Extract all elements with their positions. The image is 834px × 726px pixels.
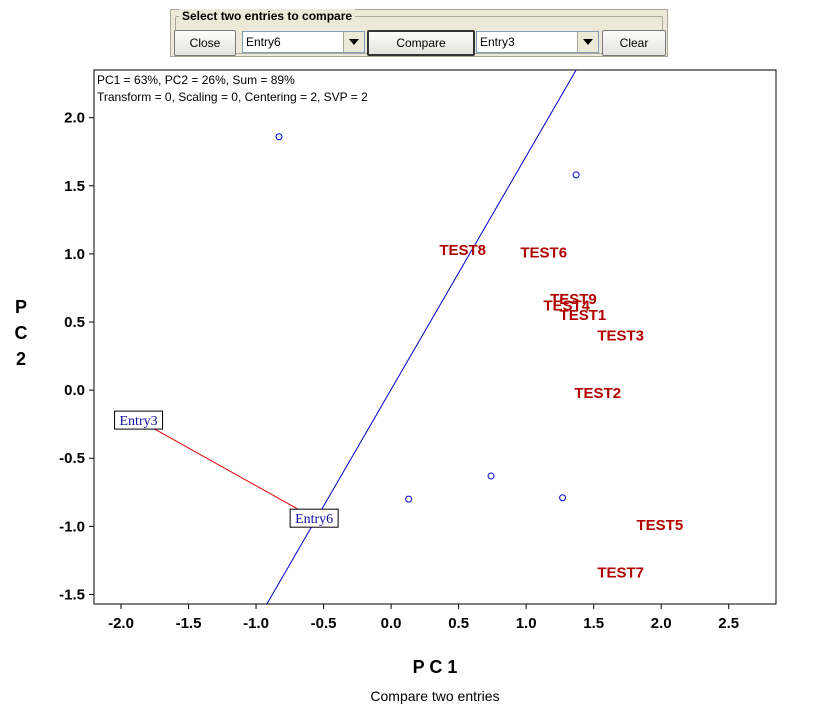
entry-label-box — [289, 508, 339, 528]
compare-toolbar: Select two entries to compare Close Entr… — [170, 9, 668, 57]
x-tick-label: -1.0 — [243, 615, 269, 632]
entry-b-select[interactable]: Entry3 — [476, 31, 599, 53]
test-label: TEST5 — [637, 517, 684, 534]
points-layer — [275, 133, 580, 503]
entry-a-select[interactable]: Entry6 — [242, 31, 365, 53]
x-tick-label: 0.5 — [448, 615, 469, 632]
y-tick-label: -0.5 — [59, 450, 85, 467]
test-label: TEST2 — [574, 385, 621, 402]
y-tick-label: -1.5 — [59, 586, 85, 603]
clear-button[interactable]: Clear — [602, 30, 666, 56]
y-tick-label: -1.0 — [59, 518, 85, 535]
y-tick-label: 1.5 — [64, 178, 85, 195]
entry-label: Entry6 — [295, 512, 333, 527]
ticks-layer: -2.0 -1.5 -1.0 -0.5 0.0 0.5 1.0 1.5 2.0 2.5 2.0 1.5… — [59, 110, 739, 632]
y-tick-label: 0.5 — [64, 314, 85, 331]
entry-a-value: Entry6 — [246, 35, 281, 49]
group-label: Select two entries to compare — [179, 9, 356, 23]
info-line-1: PC1 = 63%, PC2 = 26%, Sum = 89% — [97, 73, 295, 87]
chevron-down-icon[interactable] — [577, 32, 598, 52]
x-tick-label: 0.0 — [381, 615, 402, 632]
y-axis-label-part: 2 — [16, 349, 26, 369]
x-tick-label: -1.5 — [176, 615, 202, 632]
y-axis-label-part: C — [15, 323, 28, 343]
y-tick-label: 2.0 — [64, 110, 85, 127]
y-tick-label: 1.0 — [64, 246, 85, 263]
chevron-down-icon[interactable] — [343, 32, 364, 52]
x-tick-label: 2.5 — [718, 615, 739, 632]
x-tick-label: 1.5 — [583, 615, 604, 632]
entry-point — [275, 133, 283, 141]
test-label: TEST4 — [543, 298, 590, 315]
y-axis-label-part: P — [15, 297, 27, 317]
test-label: TEST3 — [597, 328, 644, 345]
entry-point — [405, 495, 413, 503]
compare-button[interactable]: Compare — [367, 30, 475, 56]
entry-b-value: Entry3 — [480, 35, 515, 49]
close-button[interactable]: Close — [174, 30, 236, 56]
plot-frame — [93, 69, 777, 605]
x-tick-label: -0.5 — [311, 615, 337, 632]
test-label: TEST1 — [560, 307, 607, 324]
chart-caption: Compare two entries — [370, 688, 499, 704]
test-label: TEST7 — [597, 565, 644, 582]
entry-label: Entry3 — [120, 414, 158, 429]
test-label: TEST9 — [550, 291, 597, 308]
entry-label-box — [114, 410, 164, 430]
test-label: TEST8 — [439, 242, 486, 259]
x-tick-label: 2.0 — [651, 615, 672, 632]
x-tick-label: -2.0 — [108, 615, 134, 632]
x-tick-label: 1.0 — [516, 615, 537, 632]
compare-segment-line — [138, 419, 315, 519]
entry-point — [487, 472, 495, 480]
info-line-2: Transform = 0, Scaling = 0, Centering = … — [97, 90, 368, 104]
entry-point — [559, 494, 567, 502]
y-tick-label: 0.0 — [64, 382, 85, 399]
entry-point — [572, 171, 580, 179]
test-label: TEST6 — [520, 245, 567, 262]
x-axis-label: P C 1 — [413, 657, 458, 677]
